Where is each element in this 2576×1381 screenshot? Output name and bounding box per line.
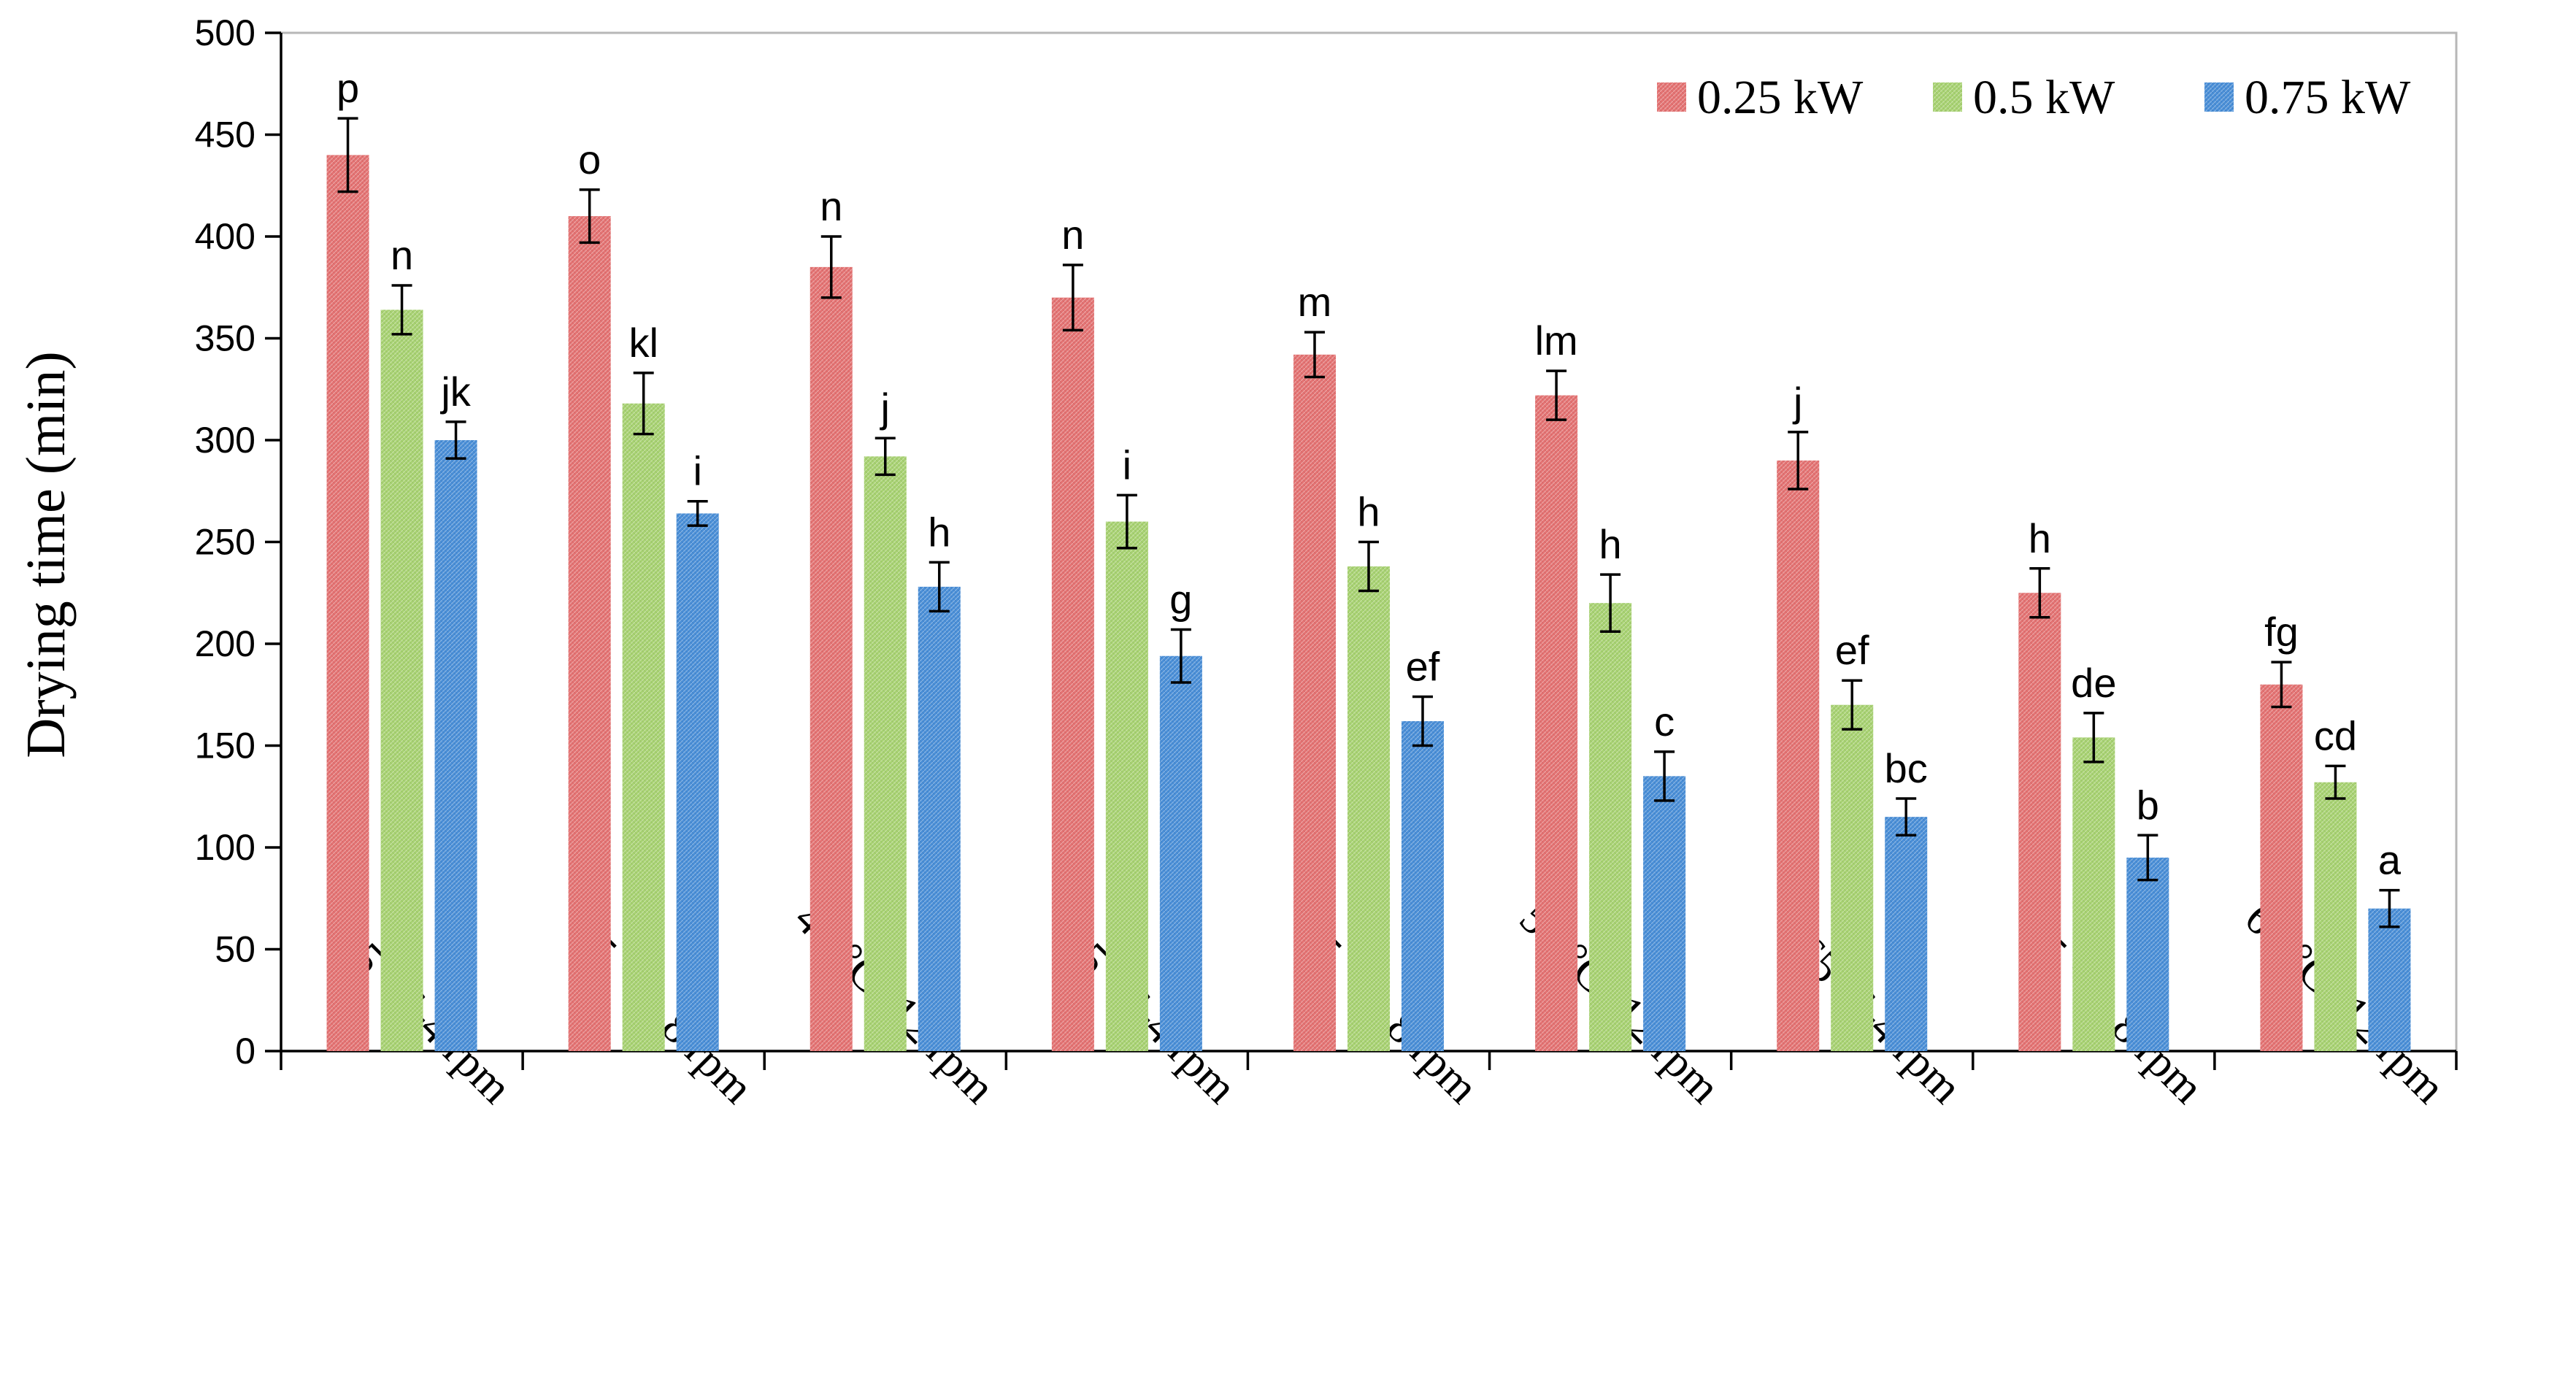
bar-texture [434, 440, 477, 1051]
legend-label: 0.5 kW [1973, 71, 2115, 124]
significance-letter: j [1792, 379, 1802, 425]
significance-letter: fg [2264, 609, 2299, 655]
y-tick-label: 500 [195, 12, 255, 53]
y-tick-label: 450 [195, 115, 255, 155]
legend-swatch-texture [1657, 82, 1686, 112]
significance-letter: ef [1406, 644, 1440, 690]
y-axis-label: Drying time (min) [15, 351, 77, 758]
bar-texture [2314, 782, 2357, 1051]
bar-texture [2018, 593, 2061, 1051]
bar-texture [1159, 655, 1202, 1051]
significance-letter: jk [439, 369, 471, 415]
significance-letter: i [1123, 442, 1131, 488]
bar-texture [918, 586, 961, 1051]
significance-letter: o [578, 136, 601, 182]
significance-letter: lm [1535, 318, 1578, 363]
significance-letter: n [1061, 212, 1084, 258]
significance-letter: h [928, 509, 950, 555]
bar-texture [1535, 395, 1578, 1051]
bar-texture [326, 155, 369, 1051]
bar-texture [676, 513, 719, 1051]
bar-texture [1589, 603, 1632, 1051]
y-tick-label: 50 [215, 929, 255, 970]
significance-letter: g [1169, 576, 1192, 622]
legend-swatch-texture [1933, 82, 1962, 112]
y-tick-label: 350 [195, 318, 255, 359]
significance-letter: p [337, 65, 359, 111]
significance-letter: j [880, 385, 890, 431]
significance-letter: cd [2314, 712, 2357, 758]
y-tick-label: 250 [195, 522, 255, 563]
bar-texture [1293, 354, 1336, 1051]
significance-letter: bc [1885, 745, 1928, 791]
significance-letter: ef [1835, 627, 1869, 673]
bar-texture [1402, 721, 1444, 1051]
y-tick-label: 400 [195, 216, 255, 257]
y-axis: 0 50 100 150 200 250 300 350 400 450 500 [195, 12, 282, 1072]
bar-texture [1347, 566, 1390, 1051]
significance-letter: kl [628, 320, 658, 366]
bar-texture [622, 403, 665, 1051]
significance-letter: h [1599, 521, 1622, 567]
significance-letter: c [1654, 699, 1675, 745]
legend-swatch-texture [2204, 82, 2234, 112]
significance-letter: h [2029, 515, 2051, 561]
y-tick-label: 150 [195, 726, 255, 766]
significance-letters: p o n n m lm j h fg n kl j i h h ef de cd jk i h g ef c bc b a [337, 65, 2402, 882]
significance-letter: m [1298, 279, 1332, 325]
legend-label: 0.75 kW [2245, 71, 2411, 124]
bar-texture [568, 216, 611, 1052]
bar-texture [2126, 857, 2169, 1051]
significance-letter: b [2137, 782, 2159, 828]
significance-letter: a [2378, 837, 2402, 883]
significance-letter: n [391, 232, 413, 278]
bar-texture [2260, 684, 2303, 1051]
bar-texture [1051, 297, 1094, 1052]
bar-texture [2072, 737, 2115, 1051]
bar-texture [1885, 817, 1928, 1051]
bar-texture [2368, 908, 2411, 1051]
y-tick-label: 300 [195, 420, 255, 461]
significance-letter: n [820, 183, 842, 229]
bar-texture [1831, 704, 1874, 1051]
y-tick-label: 100 [195, 827, 255, 868]
bar-series [326, 117, 2411, 1052]
bar-texture [1777, 460, 1820, 1051]
bar-texture [1105, 521, 1148, 1051]
legend-label: 0.25 kW [1697, 71, 1864, 124]
bar-texture [864, 456, 907, 1051]
significance-letter: de [2071, 660, 2116, 706]
legend: 0.25 kW 0.5 kW 0.75 kW [1657, 71, 2411, 124]
bar-texture [810, 266, 853, 1052]
significance-letter: i [693, 448, 701, 494]
y-tick-label: 200 [195, 623, 255, 664]
bar-texture [380, 309, 423, 1051]
y-tick-label: 0 [235, 1031, 255, 1072]
significance-letter: h [1357, 489, 1380, 535]
bar-texture [1643, 776, 1686, 1051]
